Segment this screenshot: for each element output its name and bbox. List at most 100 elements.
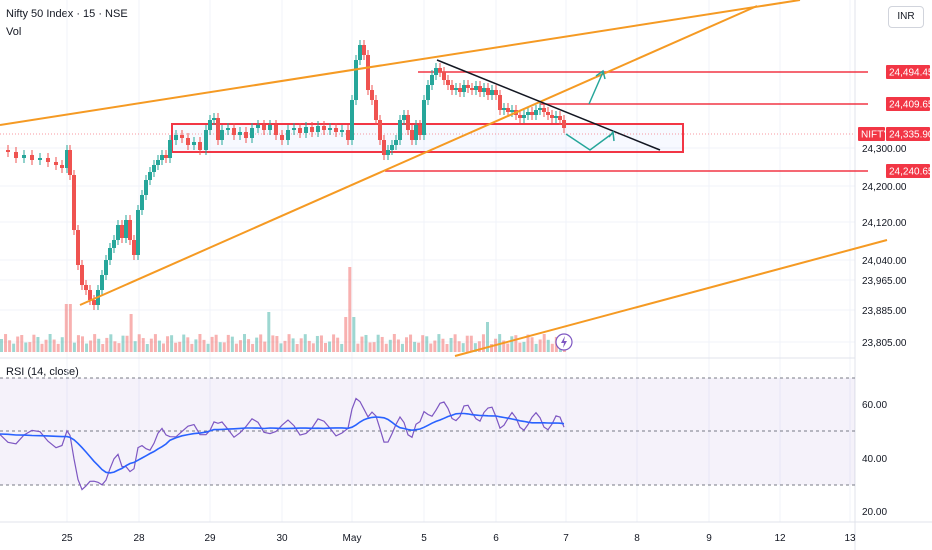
candle-body bbox=[136, 210, 140, 255]
candle-body bbox=[414, 125, 418, 140]
upper-channel-line[interactable] bbox=[0, 0, 801, 126]
volume-bar bbox=[32, 334, 36, 352]
price-tick-label: 24,200.00 bbox=[862, 182, 907, 193]
candle-body bbox=[168, 140, 172, 158]
candle-body bbox=[304, 127, 308, 133]
candle-body bbox=[394, 140, 398, 145]
volume-bar bbox=[469, 335, 473, 352]
volume-bar bbox=[16, 336, 20, 352]
volume-bar bbox=[522, 341, 526, 352]
candle-body bbox=[92, 300, 96, 305]
time-axis: 25 28 29 30 May 5 6 7 8 9 12 13 bbox=[61, 533, 856, 544]
candle-body bbox=[14, 152, 18, 158]
volume-bar bbox=[421, 335, 425, 352]
volume-bar bbox=[400, 343, 404, 352]
candle-body bbox=[490, 90, 494, 95]
candle-body bbox=[434, 68, 438, 75]
volume-bar bbox=[465, 335, 469, 352]
volume-bar bbox=[222, 342, 226, 352]
lightning-icon[interactable] bbox=[555, 333, 573, 351]
candle-body bbox=[446, 80, 450, 85]
candle-body bbox=[486, 88, 490, 95]
time-tick-label: 25 bbox=[61, 533, 73, 544]
volume-bar bbox=[0, 339, 3, 352]
candle-body bbox=[60, 165, 64, 168]
price-tick-label: 23,965.00 bbox=[862, 276, 907, 287]
volume-bar bbox=[275, 336, 279, 352]
candle-body bbox=[534, 110, 538, 115]
volume-bar bbox=[449, 337, 453, 352]
volume-bar bbox=[56, 343, 60, 352]
volume-bar bbox=[153, 334, 157, 352]
volume-bar bbox=[226, 334, 230, 352]
volume-bar bbox=[24, 342, 28, 352]
candle-body bbox=[286, 130, 290, 140]
candle-body bbox=[558, 116, 562, 120]
grid bbox=[0, 0, 855, 522]
candle-body bbox=[418, 125, 422, 135]
descending-trendline[interactable] bbox=[436, 59, 661, 151]
volume-bar bbox=[141, 338, 145, 352]
time-tick-label: 28 bbox=[133, 533, 145, 544]
candle-body bbox=[220, 130, 224, 140]
candle-body bbox=[120, 225, 124, 238]
rsi-label: RSI (14, close) bbox=[6, 366, 79, 378]
volume-bar bbox=[461, 343, 465, 352]
candle-body bbox=[144, 180, 148, 195]
candle-body bbox=[174, 135, 178, 140]
volume-bar bbox=[157, 340, 161, 352]
volume-bar bbox=[380, 336, 384, 352]
candle-body bbox=[498, 95, 502, 110]
candle-body bbox=[442, 72, 446, 80]
candle-body bbox=[250, 128, 254, 138]
candle-body bbox=[322, 126, 326, 130]
currency-button[interactable]: INR bbox=[888, 6, 924, 28]
volume-bar bbox=[182, 334, 186, 352]
projection-arrowhead-up bbox=[595, 69, 606, 80]
candle-body bbox=[76, 230, 80, 265]
candle-body bbox=[538, 108, 542, 110]
volume-bar bbox=[303, 334, 307, 352]
candle-body bbox=[84, 285, 88, 290]
candle-body bbox=[232, 128, 236, 135]
volume-bar bbox=[194, 339, 198, 352]
rsi-tick-label: 60.00 bbox=[862, 400, 887, 411]
candle-body bbox=[550, 115, 554, 118]
candle-body bbox=[458, 88, 462, 92]
volume-bar bbox=[445, 343, 449, 352]
candle-body bbox=[128, 220, 132, 240]
volume-bar bbox=[396, 339, 400, 352]
candle-body bbox=[410, 130, 414, 140]
ascending-trendline[interactable] bbox=[79, 5, 758, 306]
volume-bar bbox=[384, 343, 388, 352]
volume-bar bbox=[210, 336, 214, 352]
volume-bar bbox=[417, 342, 421, 352]
candle-body bbox=[152, 165, 156, 172]
volume-bar bbox=[190, 343, 194, 352]
volume-bar bbox=[534, 343, 538, 352]
volume-bar bbox=[166, 336, 170, 352]
time-tick-label: 30 bbox=[276, 533, 288, 544]
candle-body bbox=[328, 128, 332, 130]
volume-bar bbox=[40, 343, 44, 352]
volume-bar bbox=[255, 337, 259, 352]
volume-bar bbox=[279, 343, 283, 352]
volume-bar bbox=[388, 339, 392, 352]
volume-bar bbox=[243, 334, 246, 352]
volume-bar bbox=[287, 334, 291, 352]
volume-bar bbox=[230, 336, 234, 352]
candle-body bbox=[216, 118, 220, 140]
candle-body bbox=[65, 150, 69, 168]
volume-bar bbox=[376, 334, 380, 352]
candle-body bbox=[54, 162, 58, 165]
rsi-ma-line bbox=[0, 412, 565, 474]
time-tick-label: 7 bbox=[563, 533, 569, 544]
candle-body bbox=[72, 175, 76, 230]
lower-channel-line[interactable] bbox=[454, 239, 888, 357]
volume-bar bbox=[267, 312, 271, 352]
candle-body bbox=[124, 220, 128, 238]
volume-bar bbox=[202, 339, 206, 352]
candle-body bbox=[562, 120, 566, 128]
volume-bar bbox=[238, 340, 242, 352]
